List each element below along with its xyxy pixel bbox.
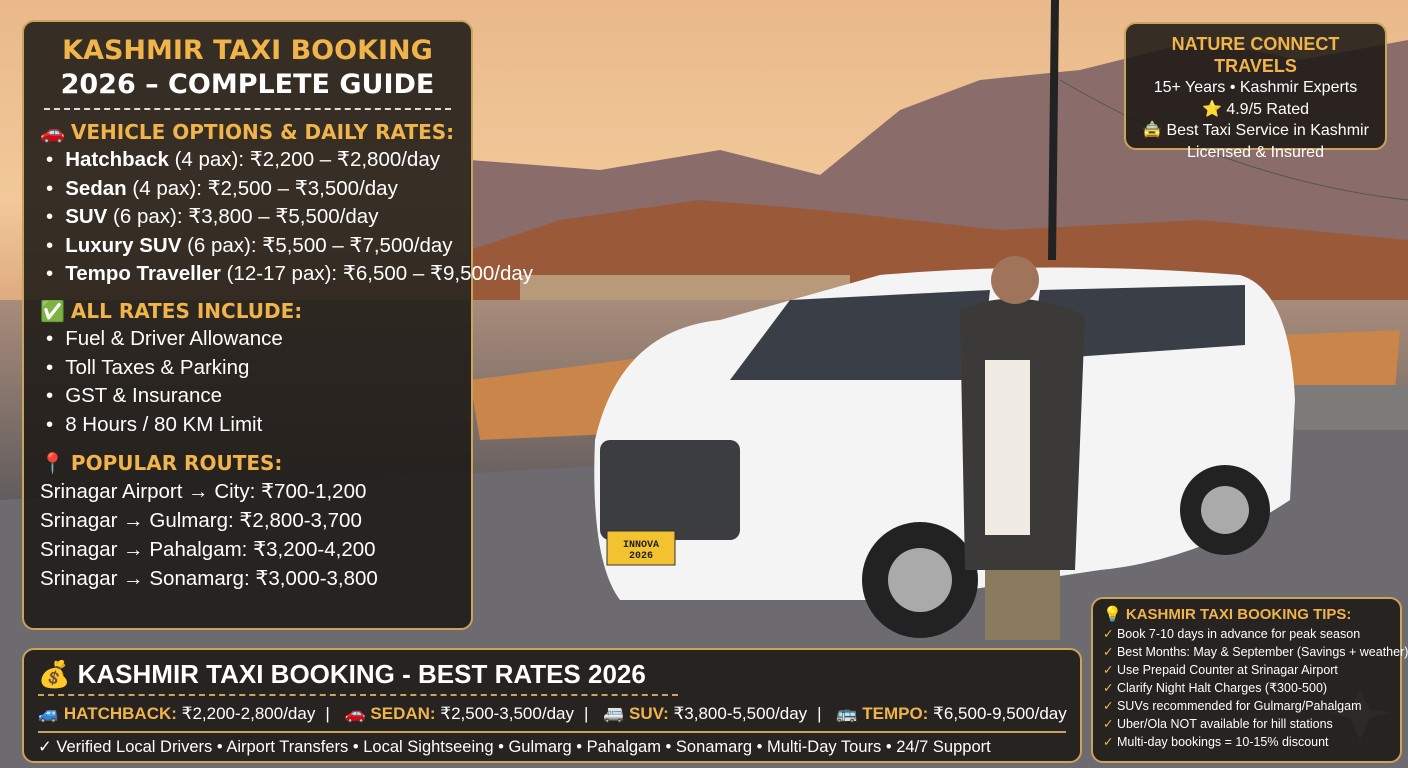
rate-label: SEDAN: <box>370 704 436 723</box>
divider <box>44 108 451 110</box>
tip-item: Uber/Ola NOT available for hill stations <box>1103 715 1390 733</box>
number-plate: INNOVA 2026 <box>622 540 659 562</box>
tips-title: 💡 KASHMIR TAXI BOOKING TIPS: <box>1103 606 1352 623</box>
divider <box>38 694 678 696</box>
list-item: SUV (6 pax): ₹3,800 – ₹5,500/day <box>46 203 455 232</box>
features-line: ✓ Verified Local Drivers • Airport Trans… <box>38 738 991 756</box>
tempo-icon: 🚌 <box>836 704 858 723</box>
list-item: Fuel & Driver Allowance <box>46 325 455 354</box>
check-box-icon: ✅ <box>40 298 65 323</box>
money-bag-icon: 💰 <box>38 659 78 689</box>
rates-banner: 💰 KASHMIR TAXI BOOKING - BEST RATES 2026… <box>22 648 1082 763</box>
rate-value: ₹3,800-5,500/day <box>668 704 808 723</box>
banner-title: 💰 KASHMIR TAXI BOOKING - BEST RATES 2026 <box>38 659 646 689</box>
tips-panel: 💡 KASHMIR TAXI BOOKING TIPS: Book 7-10 d… <box>1091 597 1408 763</box>
rate-label: HATCHBACK: <box>63 704 177 723</box>
title-line-1: KASHMIR TAXI BOOKING <box>62 35 433 66</box>
rate-value: ₹2,500-3,500/day <box>435 704 574 723</box>
route-item: Srinagar → Pahalgam: ₹3,200-4,200 <box>40 538 376 562</box>
rate-label: SUV: <box>629 704 669 723</box>
tip-item: Book 7-10 days in advance for peak seaso… <box>1103 625 1390 643</box>
list-item: Toll Taxes & Parking <box>46 354 455 383</box>
list-item: Luxury SUV (6 pax): ₹5,500 – ₹7,500/day <box>46 232 455 261</box>
list-item: Hatchback (4 pax): ₹2,200 – ₹2,800/day <box>46 146 455 175</box>
pin-icon: 📍 <box>40 451 65 476</box>
rate-value: ₹6,500-9,500/day <box>928 704 1067 723</box>
includes-heading: ✅ ALL RATES INCLUDE: <box>40 298 303 323</box>
tip-item: Best Months: May & September (Savings + … <box>1103 643 1408 661</box>
tip-item: SUVs recommended for Gulmarg/Pahalgam <box>1103 697 1390 715</box>
tip-item: Multi-day bookings = 10-15% discount <box>1103 733 1390 751</box>
route-item: Srinagar Airport → City: ₹700-1,200 <box>40 480 367 504</box>
list-item: Tempo Traveller (12-17 pax): ₹6,500 – ₹9… <box>46 260 533 289</box>
rate-label: TEMPO: <box>862 704 929 723</box>
title-line-2: 2026 – COMPLETE GUIDE <box>60 69 435 100</box>
list-item: Sedan (4 pax): ₹2,500 – ₹3,500/day <box>46 175 455 204</box>
vehicle-list: Hatchback (4 pax): ₹2,200 – ₹2,800/day S… <box>40 146 533 289</box>
brand-panel: NATURE CONNECT TRAVELS 15+ Years • Kashm… <box>1124 22 1387 161</box>
sedan-icon: 🚗 <box>344 704 366 723</box>
route-item: Srinagar → Sonamarg: ₹3,000-3,800 <box>40 567 378 591</box>
brand-line: 15+ Years • Kashmir Experts <box>1153 79 1358 96</box>
vehicles-heading: 🚗 VEHICLE OPTIONS & DAILY RATES: <box>40 120 455 144</box>
guide-panel: KASHMIR TAXI BOOKING 2026 – COMPLETE GUI… <box>22 20 533 630</box>
includes-list: Fuel & Driver Allowance Toll Taxes & Par… <box>40 325 455 439</box>
list-item: GST & Insurance <box>46 382 455 411</box>
tip-item: Clarify Night Halt Charges (₹300-500) <box>1103 679 1390 697</box>
brand-name: NATURE CONNECT TRAVELS <box>1171 34 1340 76</box>
rate-value: ₹2,200-2,800/day <box>176 704 316 723</box>
brand-line: Licensed & Insured <box>1187 143 1324 161</box>
divider <box>38 731 1066 733</box>
tip-item: Use Prepaid Counter at Srinagar Airport <box>1103 661 1390 679</box>
brand-line: 🚖 Best Taxi Service in Kashmir <box>1142 122 1369 139</box>
routes-heading: 📍 POPULAR ROUTES: <box>40 451 283 476</box>
rates-row: 🚙 HATCHBACK: ₹2,200-2,800/day | 🚗 SEDAN: … <box>38 704 1067 723</box>
rating: ⭐ 4.9/5 Rated <box>1201 100 1310 118</box>
lightbulb-icon: 💡 <box>1103 606 1126 623</box>
car-icon: 🚗 <box>40 120 65 144</box>
suv-icon: 🚐 <box>603 704 625 723</box>
hatchback-icon: 🚙 <box>38 704 60 723</box>
list-item: 8 Hours / 80 KM Limit <box>46 411 455 440</box>
route-item: Srinagar → Gulmarg: ₹2,800-3,700 <box>40 509 362 533</box>
